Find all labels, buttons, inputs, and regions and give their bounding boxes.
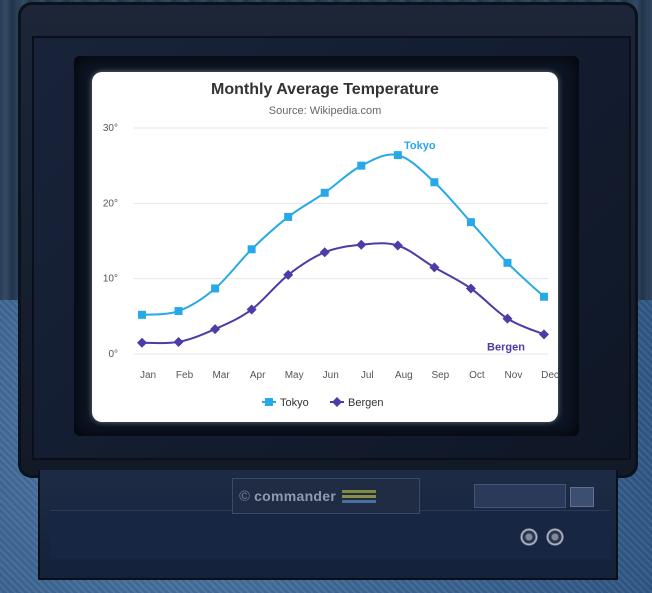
data-point-bergen (137, 337, 147, 348)
data-point-tokyo (466, 218, 475, 227)
data-point-tokyo (503, 258, 512, 267)
brand-logo-icon: © (239, 487, 251, 505)
data-point-tokyo (320, 188, 329, 197)
x-tick-label: Jan (140, 370, 156, 381)
series-line-tokyo (141, 153, 545, 316)
series-line-bergen (141, 242, 545, 345)
data-point-tokyo (430, 178, 439, 187)
legend-marker-bergen (332, 397, 342, 407)
temperature-chart: Monthly Average Temperature Source: Wiki… (103, 81, 558, 409)
crt-screen: Monthly Average Temperature Source: Wiki… (92, 72, 558, 422)
series-label-bergen: Bergen (487, 341, 525, 353)
series-label-tokyo: Tokyo (404, 140, 436, 152)
brand-plate: © commander (232, 478, 420, 514)
data-point-tokyo (174, 307, 183, 316)
data-point-bergen (246, 304, 257, 315)
brand-stripes (342, 489, 377, 503)
x-tick-label: Aug (395, 370, 413, 381)
data-point-bergen (465, 283, 476, 294)
data-point-bergen (502, 313, 513, 324)
chart-subtitle: Source: Wikipedia.com (269, 105, 382, 117)
brand-stripe (342, 489, 377, 493)
chart-title: Monthly Average Temperature (211, 81, 439, 98)
x-tick-label: Nov (505, 370, 523, 381)
data-point-tokyo (247, 245, 256, 254)
data-point-tokyo (393, 151, 402, 160)
y-tick-label: 10° (103, 274, 118, 285)
y-axis-ticks: 0° 10° 20° 30° (103, 123, 118, 360)
x-tick-label: Oct (469, 370, 485, 381)
data-point-tokyo (284, 212, 293, 221)
brand-stripe (342, 494, 377, 498)
x-axis-ticks: Jan Feb Mar Apr May Jun Jul Aug Sep Oct Nov Dec (140, 370, 558, 381)
legend-marker-tokyo (265, 398, 273, 406)
x-tick-label: Jun (323, 370, 339, 381)
x-tick-label: Apr (250, 370, 266, 381)
legend[interactable]: Tokyo Bergen (262, 397, 383, 409)
brand-stripe (342, 499, 377, 503)
x-tick-label: Feb (176, 370, 194, 381)
x-tick-label: Dec (541, 370, 558, 381)
data-point-bergen (539, 329, 549, 340)
series-layer: Tokyo Bergen (137, 140, 549, 353)
brightness-knob[interactable] (546, 528, 564, 546)
legend-label-bergen: Bergen (348, 397, 383, 409)
model-plate (474, 484, 566, 508)
x-tick-label: Jul (361, 370, 374, 381)
x-tick-label: May (285, 370, 304, 381)
y-tick-label: 30° (103, 123, 118, 134)
legend-label-tokyo: Tokyo (280, 397, 309, 409)
data-point-tokyo (138, 310, 146, 319)
data-point-bergen (319, 247, 330, 258)
data-point-tokyo (211, 284, 220, 293)
brand-name: commander (254, 488, 337, 504)
data-point-bergen (173, 336, 184, 347)
data-point-bergen (283, 269, 294, 280)
data-point-tokyo (540, 292, 548, 301)
y-tick-label: 0° (108, 349, 118, 360)
data-point-tokyo (357, 161, 366, 170)
x-tick-label: Sep (431, 370, 449, 381)
data-point-bergen (429, 262, 440, 273)
grid-lines (134, 127, 548, 355)
contrast-knob[interactable] (520, 528, 538, 546)
x-tick-label: Mar (212, 370, 230, 381)
power-button[interactable] (570, 487, 594, 507)
data-point-bergen (392, 240, 403, 251)
y-tick-label: 20° (103, 198, 118, 209)
data-point-bergen (210, 324, 221, 335)
data-point-bergen (356, 239, 367, 250)
